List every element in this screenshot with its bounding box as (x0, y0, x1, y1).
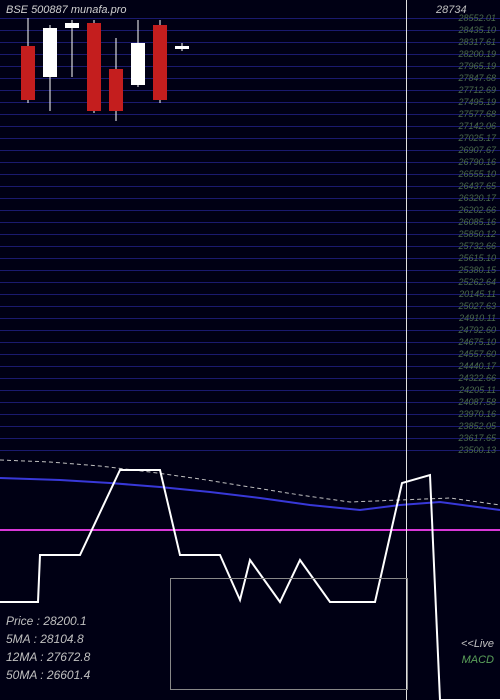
ma5-info: 5MA : 28104.8 (6, 632, 84, 646)
price-label: Price : (6, 614, 43, 628)
chart-title: BSE 500887 munafa.pro (6, 4, 126, 16)
ma12-info: 12MA : 27672.8 (6, 650, 90, 664)
ma5-value: 28104.8 (40, 632, 83, 646)
ma50-info: 50MA : 26601.4 (6, 668, 90, 682)
stock-chart[interactable]: BSE 500887 munafa.pro 28552.0128435.1028… (0, 0, 500, 700)
ma12-label: 12MA : (6, 650, 47, 664)
ma5-label: 5MA : (6, 632, 40, 646)
price-info: Price : 28200.1 (6, 614, 87, 628)
indicator-box (170, 578, 408, 690)
ma50-label: 50MA : (6, 668, 47, 682)
price-value: 28200.1 (43, 614, 86, 628)
ma12-value: 27672.8 (47, 650, 90, 664)
macd-label: MACD (462, 654, 494, 666)
live-label: <<Live (461, 638, 494, 650)
cursor-value: 28734 (436, 4, 467, 16)
ma50-value: 26601.4 (47, 668, 90, 682)
